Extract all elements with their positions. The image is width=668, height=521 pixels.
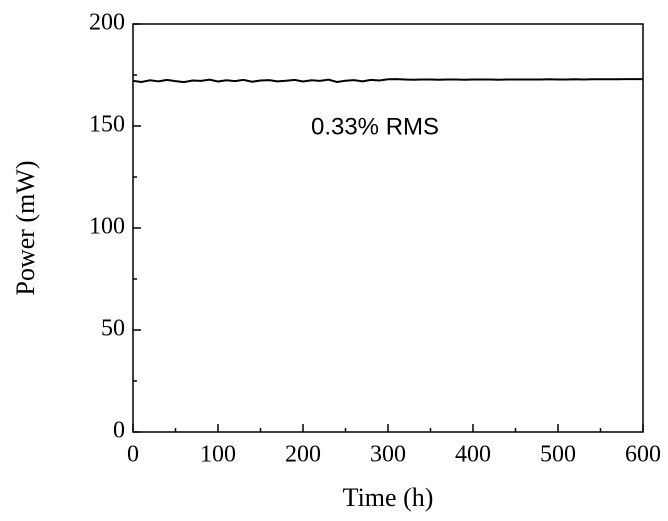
data-line [132, 78, 643, 84]
x-tick-label: 300 [370, 442, 406, 468]
y-tick-label: 50 [101, 316, 125, 342]
y-axis-label: Power (mW) [11, 160, 40, 295]
y-tick-label: 150 [89, 112, 125, 138]
x-axis-label: Time (h) [343, 483, 434, 512]
annotation: 0.33% RMS [311, 113, 439, 140]
x-tick-label: 400 [455, 442, 491, 468]
x-tick-label: 100 [200, 442, 236, 468]
y-tick-label: 200 [89, 10, 125, 36]
y-tick-label: 100 [89, 214, 125, 240]
x-tick-label: 200 [285, 442, 321, 468]
x-tick-label: 500 [540, 442, 576, 468]
y-tick-label: 0 [113, 418, 125, 444]
x-tick-label: 600 [625, 442, 661, 468]
x-tick-label: 0 [127, 442, 139, 468]
plot-frame [132, 23, 644, 433]
